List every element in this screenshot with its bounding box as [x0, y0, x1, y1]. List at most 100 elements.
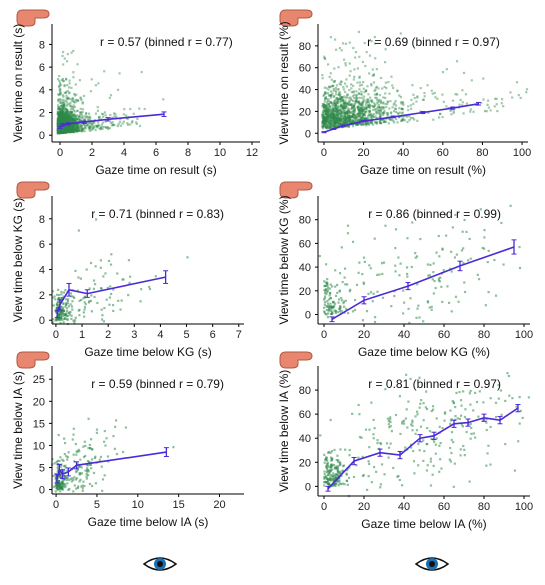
scatter-point: [342, 105, 345, 108]
scatter-point: [79, 478, 82, 481]
scatter-point: [71, 127, 74, 131]
scatter-point: [79, 277, 82, 280]
scatter-point: [69, 124, 72, 128]
scatter-point: [71, 118, 75, 121]
scatter-point: [59, 119, 62, 122]
scatter-point: [449, 446, 452, 450]
scatter-point: [63, 130, 67, 134]
scatter-point: [340, 111, 343, 114]
scatter-point: [69, 130, 72, 133]
scatter-point: [323, 119, 326, 122]
scatter-point: [112, 288, 115, 291]
scatter-point: [334, 121, 337, 125]
scatter-point: [333, 309, 336, 312]
scatter-point: [69, 128, 73, 131]
scatter-point: [58, 117, 61, 121]
scatter-point: [359, 103, 362, 106]
scatter-point: [333, 116, 336, 119]
scatter-point: [58, 120, 61, 123]
scatter-point: [84, 118, 87, 121]
scatter-point: [333, 109, 336, 112]
scatter-point: [72, 100, 75, 103]
scatter-point: [63, 475, 67, 478]
scatter-point: [335, 110, 338, 113]
scatter-point: [121, 122, 124, 125]
scatter-point: [67, 129, 70, 132]
scatter-point: [59, 120, 62, 123]
scatter-point: [58, 131, 61, 134]
scatter-point: [432, 292, 435, 295]
scatter-point: [60, 129, 63, 132]
scatter-point: [88, 121, 91, 125]
scatter-point: [58, 130, 61, 133]
scatter-point: [59, 110, 62, 114]
scatter-point: [64, 125, 67, 128]
scatter-point: [419, 237, 422, 241]
scatter-point: [89, 124, 92, 127]
scatter-point: [485, 428, 488, 432]
scatter-point: [325, 110, 328, 113]
scatter-point: [345, 118, 348, 121]
scatter-point: [363, 90, 366, 94]
scatter-point: [324, 118, 327, 121]
scatter-point: [465, 230, 468, 234]
scatter-point: [357, 107, 360, 111]
scatter-point: [98, 124, 101, 127]
scatter-point: [70, 113, 74, 117]
scatter-point: [58, 111, 61, 115]
scatter-point: [80, 98, 83, 101]
scatter-point: [72, 129, 76, 132]
scatter-point: [356, 112, 360, 115]
scatter-point: [337, 119, 340, 122]
scatter-point: [351, 118, 354, 122]
scatter-point: [474, 436, 477, 439]
scatter-point: [361, 122, 364, 125]
scatter-point: [61, 126, 64, 129]
scatter-point: [61, 113, 64, 116]
scatter-point: [58, 130, 61, 133]
scatter-point: [353, 116, 356, 120]
scatter-point: [428, 430, 432, 433]
scatter-point: [59, 122, 62, 125]
scatter-point: [66, 469, 69, 472]
scatter-point: [396, 121, 399, 124]
scatter-point: [59, 116, 63, 120]
scatter-point: [322, 122, 326, 125]
scatter-point: [59, 115, 62, 118]
scatter-point: [326, 114, 329, 117]
scatter-point: [336, 469, 339, 473]
scatter-point: [369, 96, 372, 99]
scatter-point: [330, 108, 333, 111]
scatter-point: [57, 129, 60, 132]
scatter-point: [77, 119, 81, 122]
scatter-point: [347, 125, 351, 128]
scatter-point: [333, 112, 336, 115]
scatter-point: [58, 115, 61, 118]
scatter-point: [64, 110, 67, 113]
scatter-point: [326, 289, 330, 292]
scatter-point: [375, 122, 379, 125]
scatter-point: [65, 126, 68, 129]
scatter-point: [69, 126, 72, 129]
scatter-point: [323, 453, 326, 456]
scatter-point: [511, 96, 514, 99]
scatter-point: [103, 306, 106, 310]
scatter-point: [58, 101, 61, 104]
scatter-point: [481, 246, 484, 250]
scatter-point: [365, 310, 369, 313]
scatter-point: [56, 129, 60, 132]
scatter-point: [495, 103, 498, 106]
scatter-point: [339, 111, 342, 114]
scatter-point: [339, 114, 342, 118]
scatter-point: [337, 119, 340, 122]
scatter-point: [368, 446, 371, 449]
scatter-point: [66, 129, 69, 132]
scatter-point: [71, 130, 74, 133]
scatter-point: [60, 116, 63, 119]
scatter-point: [64, 116, 67, 119]
scatter-point: [360, 83, 364, 87]
scatter-point: [335, 125, 338, 128]
scatter-point: [64, 314, 67, 317]
scatter-point: [369, 291, 373, 294]
scatter-point: [110, 124, 114, 127]
